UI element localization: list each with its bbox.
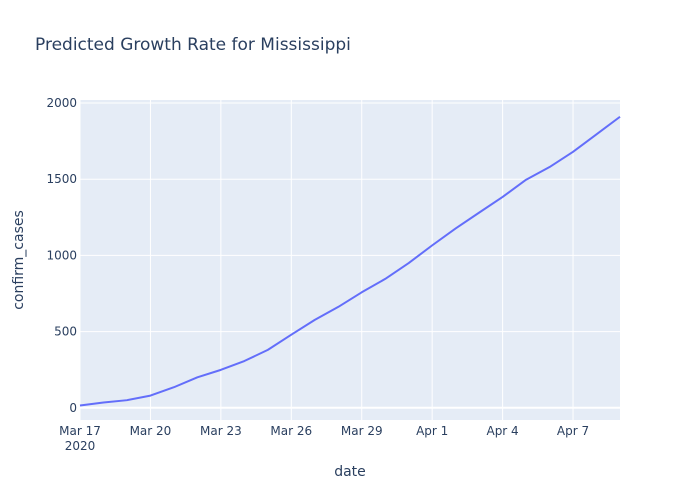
x-tick-label: Apr 4 [486,424,518,438]
y-tick-labels: 0 500 1000 1500 2000 [46,96,77,415]
plot-background [80,100,620,420]
x-tick-label: Mar 17 [59,424,101,438]
x-tick-label: Mar 26 [270,424,312,438]
series-line [79,115,621,407]
y-axis-title: confirm_cases [11,210,27,310]
y-tick-label: 1500 [46,172,77,186]
y-tick-label: 0 [69,401,77,415]
x-axis-title: date [334,464,366,480]
x-gridlines [79,100,574,420]
x-tick-label: Mar 23 [200,424,242,438]
x-tick-sublabel: 2020 [65,439,96,453]
x-tick-label: Mar 29 [341,424,383,438]
y-tick-label: 2000 [46,96,77,110]
y-gridlines [80,102,620,409]
x-tick-label: Apr 1 [416,424,448,438]
chart-title: Predicted Growth Rate for Mississippi [35,35,351,55]
x-tick-label: Apr 7 [557,424,589,438]
series-layer [79,115,621,407]
x-tick-label: Mar 20 [130,424,172,438]
y-tick-label: 1000 [46,248,77,262]
y-tick-label: 500 [54,325,77,339]
